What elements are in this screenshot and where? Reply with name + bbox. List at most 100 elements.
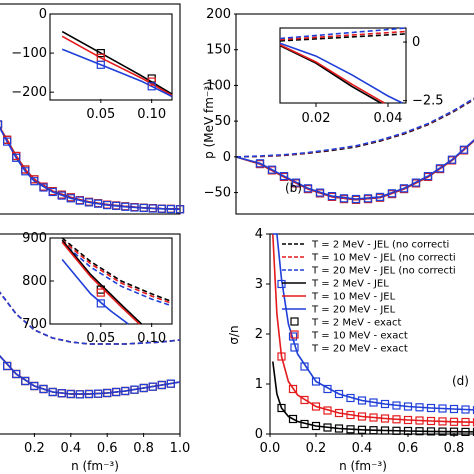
panel-b-ylabel: p (MeV fm⁻³) [202,81,216,159]
d-marker-2-0 [277,279,286,289]
a-inset-x-tick-label-1: 0.10 [137,107,166,122]
c-x-tick-label-4: 1.0 [170,441,191,456]
d-marker-2-4 [323,384,332,394]
c-inset-y-tick-label-1: 800 [22,274,47,289]
d-marker-0-9 [380,426,390,435]
d-y-tick-label-4: 0 [255,427,263,442]
d-marker-1-7 [357,412,367,421]
legend-symbol-6 [290,317,299,326]
d-marker-0-12 [415,427,424,436]
a-marker-2-5 [39,183,48,192]
panel-b-inset: 0 −2.5 0.02 0.04 [279,27,444,126]
c-inset-series-0-line [61,237,173,303]
d-marker-0-1 [288,414,298,424]
panel-b-label: (b) [285,181,302,195]
c-marker-2-0 [2,361,12,371]
b-marker-2-2 [279,172,289,181]
c-series-5-line [0,355,181,395]
c-marker-2-10 [93,389,103,398]
d-marker-1-3 [311,402,321,411]
c-marker-2-3 [30,381,39,391]
d-marker-0-0 [277,403,286,413]
b-y-tick-label-1: 150 [206,43,231,58]
a-series-0-line [0,126,181,210]
c-x-tick-label-3: 0.8 [133,441,154,456]
panel-d: 4 3 2 1 00.0 0.2 0.4 0.6 0.8 (d) σ/n n (fm⁻³) T … [227,227,474,473]
c-inset-series-3-line [61,239,143,325]
b-marker-2-16 [447,155,457,164]
panel-a-inset: 0 −100 −200 0.05 0.10 [11,7,173,122]
d-marker-1-8 [369,413,378,422]
b-series-5-line [235,139,474,200]
b-inset-series-0-line [279,33,407,42]
c-x-tick-label-2: 0.6 [97,441,118,456]
panel-a [0,3,185,215]
legend-label-8: T = 20 MeV - exact [311,344,408,355]
d-marker-1-11 [403,415,413,425]
b-inset-series-5-line [279,42,403,104]
b-marker-2-7 [339,194,349,203]
panel-b-frame [235,13,474,215]
a-marker-2-17 [148,204,157,213]
c-inset-x-tick-label-1: 0.10 [137,331,166,346]
c-marker-2-6 [57,389,66,398]
b-marker-2-6 [327,192,337,201]
d-marker-2-15 [449,404,459,414]
a-marker-2-6 [48,187,57,197]
d-marker-0-5 [334,424,344,433]
a-marker-2-3 [21,167,30,176]
b-marker-2-17 [459,145,469,154]
d-marker-2-6 [346,393,355,403]
b-marker-2-14 [423,172,433,181]
panel-b: 200 150 100 50 0 −50 (b) p (MeV fm⁻³) [202,7,474,215]
a-marker-2-0 [0,120,3,129]
d-marker-0-10 [392,426,401,435]
a-marker-2-12 [103,201,112,210]
d-marker-2-11 [403,402,413,411]
b-marker-2-9 [363,194,373,203]
a-marker-2-14 [121,202,130,211]
d-marker-0-16 [461,427,470,436]
b-y-tick-label-0: 200 [206,7,231,22]
a-marker-2-16 [139,203,148,213]
c-marker-2-5 [48,387,57,397]
d-marker-2-9 [380,399,390,409]
legend-label-1: T = 10 MeV - JEL (no correcti [311,253,456,264]
b-inset-series-4-line [279,44,385,104]
c-inset-series-1-line [61,239,173,305]
d-y-tick-label-2: 2 [255,327,263,342]
b-marker-2-5 [315,188,325,197]
legend-label-7: T = 10 MeV - exact [311,331,408,342]
a-inset-marker-0-0 [96,48,105,58]
c-inset-marker-2-0 [96,299,105,308]
b-marker-2-11 [387,189,397,198]
a-inset-x-tick-label-0: 0.05 [86,107,115,122]
d-marker-2-13 [426,403,436,413]
c-marker-2-4 [39,384,48,394]
b-inset-x-tick-label-0: 0.02 [302,111,331,126]
d-marker-2-1 [288,332,298,341]
c-inset-x-tick-label-0: 0.05 [86,331,115,346]
d-marker-1-12 [415,416,424,425]
a-marker-2-18 [157,204,166,213]
c-marker-2-13 [121,386,130,396]
c-marker-2-18 [166,379,175,388]
d-marker-0-4 [323,423,332,432]
d-marker-0-14 [438,427,447,436]
c-marker-2-17 [157,380,166,390]
d-marker-1-15 [449,417,459,426]
b-inset-y-tick-label-1: −2.5 [412,94,444,109]
c-x-tick-label-1: 0.4 [60,441,81,456]
d-marker-2-3 [311,377,321,386]
d-marker-2-14 [438,404,447,413]
a-marker-2-1 [2,137,12,146]
b-y-tick-label-3: 50 [214,114,231,129]
c-inset-y-tick-label-2: 700 [22,317,47,332]
a-marker-2-2 [12,153,21,162]
a-marker-2-13 [112,201,121,210]
b-series-2-line [235,97,474,158]
b-marker-2-10 [375,192,385,201]
b-inset-x-tick-label-1: 0.04 [374,111,403,126]
b-y-tick-label-5: −50 [204,186,231,201]
